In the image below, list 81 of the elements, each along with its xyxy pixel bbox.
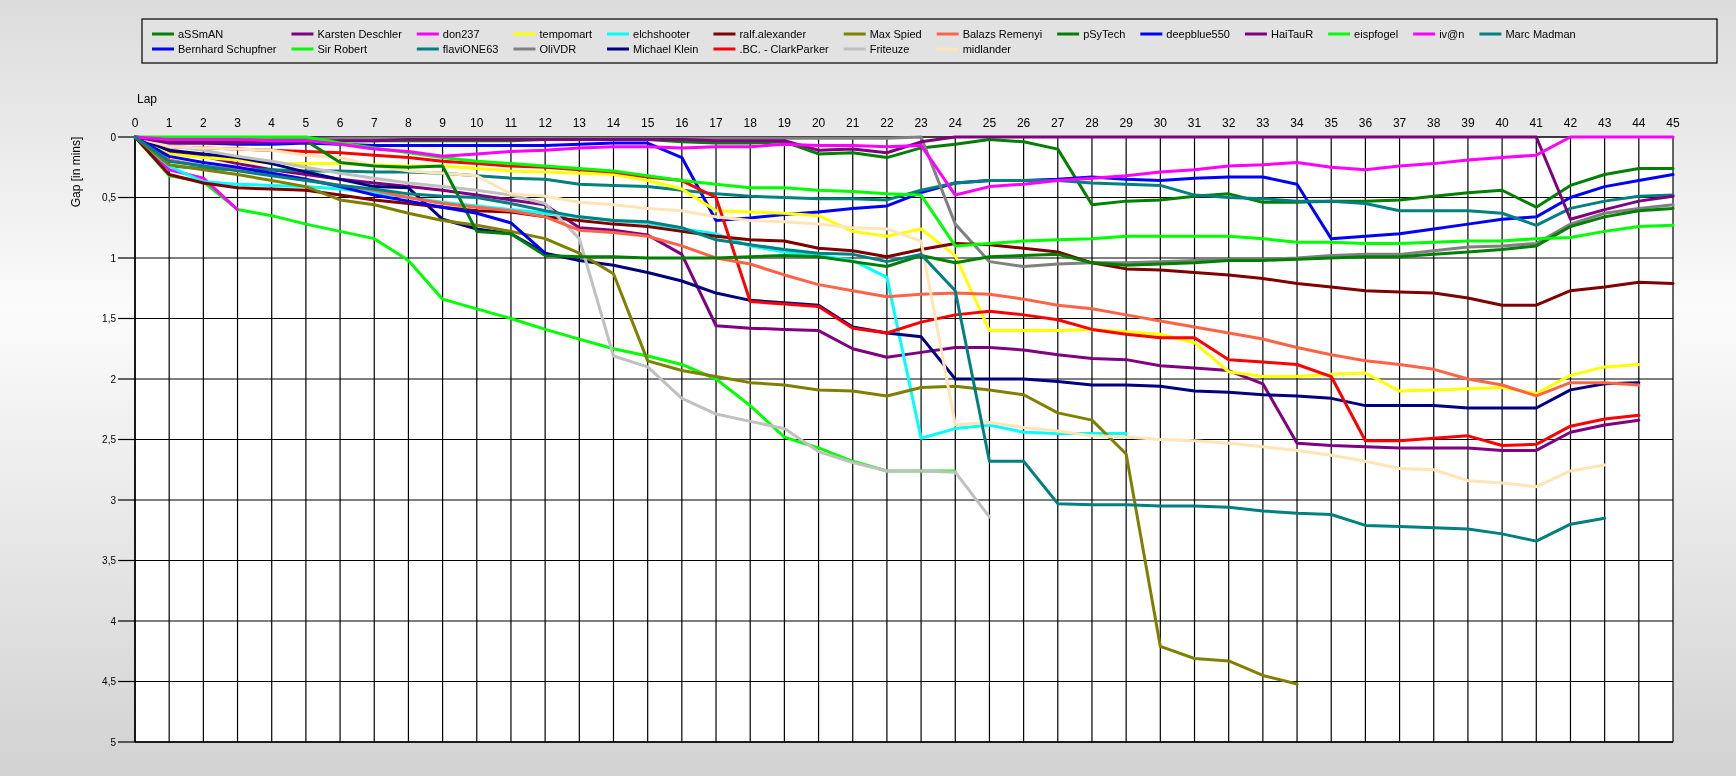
x-tick-label: 38 xyxy=(1427,116,1441,130)
y-tick-label: 2,5 xyxy=(102,434,117,445)
legend-label: ralf.alexander xyxy=(739,27,807,40)
x-tick-label: 27 xyxy=(1051,116,1065,130)
x-tick-label: 2 xyxy=(200,116,208,130)
x-tick-label: 4 xyxy=(268,116,276,130)
x-tick-label: 7 xyxy=(370,116,378,130)
x-tick-label: 37 xyxy=(1392,116,1407,130)
x-tick-label: 3 xyxy=(234,116,242,130)
legend-label: Marc Madman xyxy=(1505,27,1576,40)
x-tick-label: 40 xyxy=(1495,116,1510,130)
legend-label: eispfogel xyxy=(1354,27,1399,40)
x-tick-label: 10 xyxy=(470,116,484,130)
y-tick-label: 2 xyxy=(110,373,117,385)
x-tick-label: 12 xyxy=(538,116,553,130)
legend-label: don237 xyxy=(442,27,480,40)
x-tick-label: 6 xyxy=(336,116,344,130)
legend-label: Sir Robert xyxy=(317,42,367,55)
y-tick-label: 0,5 xyxy=(102,192,117,203)
x-tick-label: 39 xyxy=(1461,116,1475,130)
legend-label: .BC. - ClarkParker xyxy=(739,42,830,55)
x-tick-label: 8 xyxy=(405,116,413,130)
x-tick-label: 30 xyxy=(1153,116,1168,130)
x-tick-label: 36 xyxy=(1358,116,1373,130)
x-tick-label: 13 xyxy=(572,116,587,130)
x-tick-label: 43 xyxy=(1597,116,1612,130)
x-tick-label: 44 xyxy=(1632,116,1646,130)
legend-label: Max Spied xyxy=(869,27,922,40)
x-tick-label: 34 xyxy=(1290,116,1305,130)
legend-label: aSSmAN xyxy=(178,27,224,40)
x-tick-label: 33 xyxy=(1256,116,1270,130)
x-tick-label: 15 xyxy=(640,116,655,130)
x-tick-label: 21 xyxy=(846,116,860,130)
x-tick-label: 11 xyxy=(504,116,518,130)
legend-label: flaviONE63 xyxy=(442,42,499,55)
y-tick-label: 0 xyxy=(110,131,117,143)
x-tick-label: 26 xyxy=(1016,116,1031,130)
legend-label: Michael Klein xyxy=(633,42,699,55)
legend-label: Karsten Deschler xyxy=(317,27,403,40)
x-tick-label: 45 xyxy=(1666,116,1680,130)
x-tick-label: 28 xyxy=(1085,116,1099,130)
x-tick-label: 32 xyxy=(1222,116,1236,130)
x-tick-label: 14 xyxy=(606,116,621,130)
legend-label: pSyTech xyxy=(1083,27,1126,40)
x-tick-label: 0 xyxy=(131,116,139,130)
x-tick-label: 41 xyxy=(1529,116,1544,130)
x-tick-label: 29 xyxy=(1119,116,1134,130)
y-tick-label: 3 xyxy=(110,494,117,506)
y-tick-label: 1,5 xyxy=(102,313,117,324)
y-axis-title: Gap [in mins] xyxy=(69,136,83,208)
x-tick-label: 35 xyxy=(1324,116,1339,130)
x-tick-label: 5 xyxy=(302,116,310,130)
x-tick-label: 17 xyxy=(709,116,724,130)
x-tick-label: 22 xyxy=(880,116,894,130)
y-tick-label: 5 xyxy=(110,736,117,748)
legend-label: OliVDR xyxy=(539,42,577,55)
legend-label: midlander xyxy=(962,42,1012,55)
x-tick-label: 20 xyxy=(811,116,826,130)
x-tick-label: 24 xyxy=(948,116,963,130)
x-tick-label: 16 xyxy=(675,116,689,130)
x-tick-label: 31 xyxy=(1187,116,1202,130)
x-tick-label: 9 xyxy=(439,116,447,130)
legend-label: iv@n xyxy=(1439,27,1465,40)
legend-label: Friteuze xyxy=(869,42,910,55)
y-tick-label: 4 xyxy=(110,615,117,627)
legend-label: deepblue550 xyxy=(1166,27,1230,40)
y-tick-label: 1 xyxy=(110,252,117,264)
y-tick-label: 3,5 xyxy=(102,555,117,566)
x-tick-label: 42 xyxy=(1563,116,1578,130)
x-tick-label: 19 xyxy=(777,116,792,130)
legend-label: Balazs Remenyi xyxy=(962,27,1043,40)
x-tick-label: 1 xyxy=(165,116,173,130)
legend-label: HaiTauR xyxy=(1270,27,1314,40)
x-tick-label: 25 xyxy=(982,116,997,130)
legend-label: elchshooter xyxy=(633,27,691,40)
legend-label: Bernhard Schupfner xyxy=(178,42,277,55)
y-tick-label: 4,5 xyxy=(102,676,117,687)
x-axis-title: Lap xyxy=(137,92,158,106)
x-tick-label: 18 xyxy=(743,116,758,130)
legend-label: tempomart xyxy=(539,27,593,40)
x-tick-label: 23 xyxy=(914,116,929,130)
